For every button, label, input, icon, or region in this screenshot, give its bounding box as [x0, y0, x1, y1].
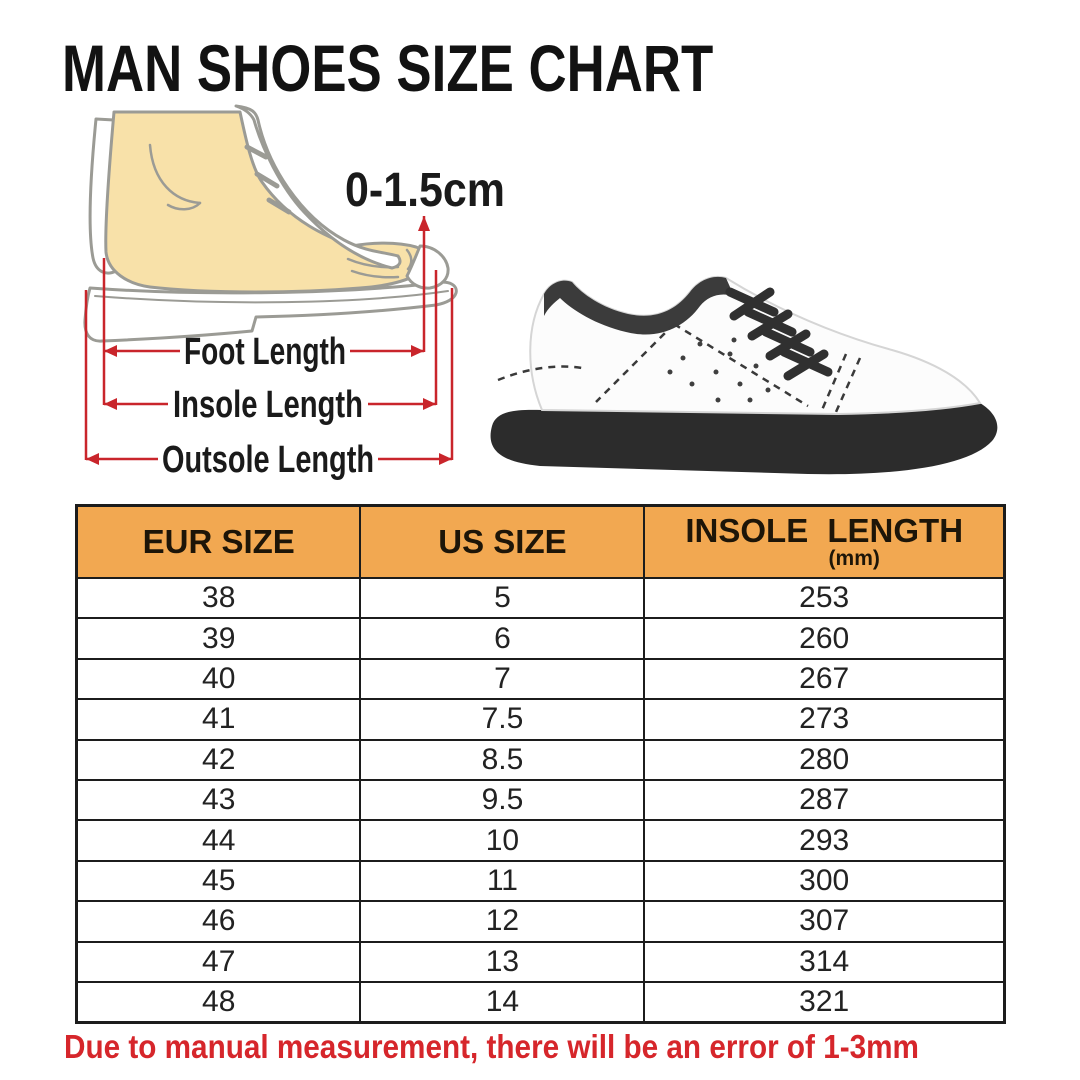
eur-size-cell: 46 [75, 900, 362, 943]
sneaker-stitching [497, 322, 862, 413]
eur-size-cell: 44 [75, 819, 362, 862]
eur-size-cell: 45 [75, 859, 362, 903]
eur-size-cell: 43 [75, 778, 362, 822]
measurement-error-note: Due to manual measurement, there will be… [64, 1028, 919, 1065]
us-size-cell: 10 [359, 819, 646, 862]
us-size-cell: 14 [359, 980, 646, 1024]
us-size-cell: 13 [359, 940, 646, 983]
insole-length-cell: 287 [643, 778, 1006, 822]
insole-length-cell: 273 [643, 698, 1006, 741]
sneaker-laces [725, 287, 833, 381]
table-row: 41 7.5 273 [75, 698, 1006, 741]
table-row: 43 9.5 287 [75, 778, 1006, 822]
eur-size-cell: 41 [75, 698, 362, 741]
table-row: 42 8.5 280 [75, 738, 1006, 781]
column-header-eur-size: EUR SIZE [75, 504, 362, 579]
foot-measurement-diagram: 0-1.5cm Foot Length Insole Length Outsol… [83, 104, 505, 481]
us-size-cell: 11 [359, 859, 646, 903]
us-size-cell: 6 [359, 617, 646, 660]
eur-size-cell: 38 [75, 576, 362, 620]
insole-length-cell: 314 [643, 940, 1006, 983]
sneaker-outsole [490, 403, 998, 475]
lace-marks [244, 144, 292, 215]
table-row: 46 12 307 [75, 900, 1006, 943]
eur-size-cell: 47 [75, 940, 362, 983]
size-table: EUR SIZE US SIZE INSOLE LENGTH (mm) 38 5… [75, 504, 1006, 1025]
sneaker-perforations [667, 337, 771, 403]
toe-gap-label: 0-1.5cm [345, 164, 505, 217]
column-header-insole-length: INSOLE LENGTH (mm) [643, 504, 1006, 579]
us-size-cell: 9.5 [359, 778, 646, 822]
insole-length-cell: 307 [643, 900, 1006, 943]
insole-header-text: INSOLE LENGTH [685, 512, 964, 549]
insole-length-cell: 253 [643, 576, 1006, 620]
eur-size-cell: 42 [75, 738, 362, 781]
us-size-cell: 12 [359, 900, 646, 943]
table-row: 38 5 253 [75, 576, 1006, 620]
table-row: 47 13 314 [75, 940, 1006, 983]
dimension-arrowheads [86, 216, 452, 465]
us-size-cell: 5 [359, 576, 646, 620]
table-header-row: EUR SIZE US SIZE INSOLE LENGTH (mm) [75, 504, 1006, 579]
insole-length-cell: 293 [643, 819, 1006, 862]
outsole-length-label: Outsole Length [162, 439, 374, 481]
table-row: 44 10 293 [75, 819, 1006, 862]
page-title: MAN SHOES SIZE CHART [62, 31, 714, 105]
insole-length-cell: 260 [643, 617, 1006, 660]
us-size-cell: 7.5 [359, 698, 646, 741]
column-header-us-size: US SIZE [359, 504, 646, 579]
eur-size-cell: 48 [75, 980, 362, 1024]
insole-length-cell: 280 [643, 738, 1006, 781]
insole-unit-text: (mm) [828, 547, 880, 570]
table-row: 48 14 321 [75, 980, 1006, 1024]
insole-length-cell: 321 [643, 980, 1006, 1024]
insole-length-cell: 300 [643, 859, 1006, 903]
foot-illustration [104, 104, 450, 294]
sneaker-photo [490, 275, 998, 475]
eur-size-cell: 40 [75, 657, 362, 701]
us-size-cell: 8.5 [359, 738, 646, 781]
foot-length-label: Foot Length [184, 331, 346, 373]
sneaker-collar [544, 276, 734, 335]
eur-size-cell: 39 [75, 617, 362, 660]
insole-length-cell: 267 [643, 657, 1006, 701]
table-row: 45 11 300 [75, 859, 1006, 903]
us-size-cell: 7 [359, 657, 646, 701]
table-row: 39 6 260 [75, 617, 1006, 660]
insole-length-label: Insole Length [173, 384, 363, 426]
table-row: 40 7 267 [75, 657, 1006, 701]
